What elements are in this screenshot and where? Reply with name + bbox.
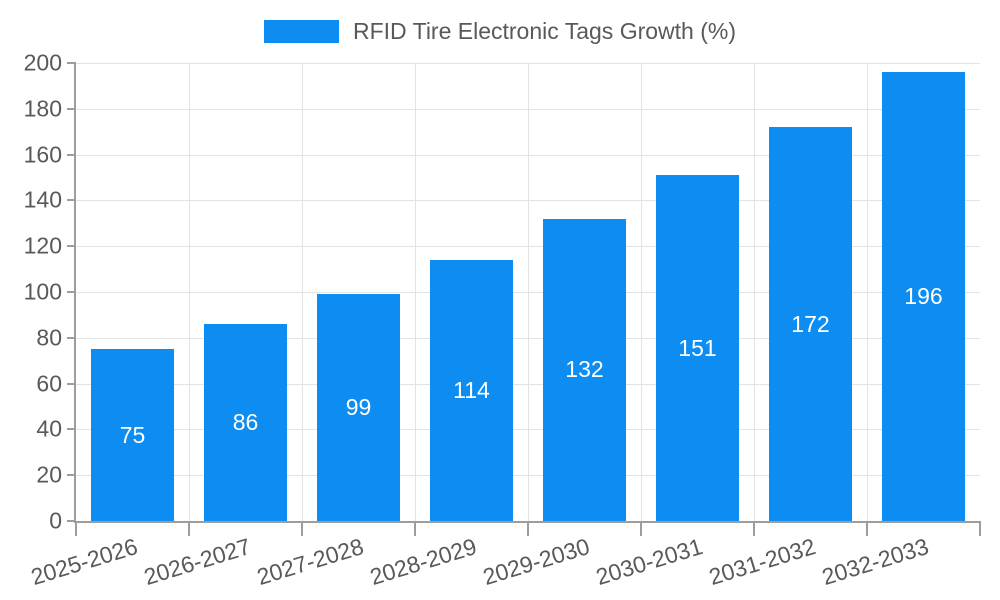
- gridline-vertical: [302, 63, 303, 521]
- x-axis-tick: [640, 521, 642, 536]
- bar-value-label: 114: [453, 376, 490, 403]
- y-axis-tick: [67, 107, 76, 110]
- bar-cell: 151: [641, 63, 754, 521]
- y-axis-tick-label: 100: [23, 278, 62, 305]
- x-axis-tick: [866, 521, 868, 536]
- y-axis-tick: [67, 428, 76, 431]
- bar: 151: [655, 175, 740, 521]
- bar: 99: [316, 294, 401, 521]
- bar: 75: [90, 349, 175, 521]
- bar-value-label: 132: [565, 356, 604, 383]
- x-axis-tick-label: 2026-2027: [140, 533, 254, 591]
- x-axis-tick-label: 2031-2032: [705, 533, 819, 591]
- x-axis-tick-label: 2027-2028: [253, 533, 367, 591]
- y-axis-tick: [67, 153, 76, 156]
- gridline-vertical: [528, 63, 529, 521]
- bar: 86: [203, 324, 288, 521]
- bar-value-label: 151: [678, 334, 717, 361]
- y-axis-tick-label: 160: [23, 141, 62, 168]
- bar-value-label: 196: [904, 283, 943, 310]
- y-axis-tick-label: 120: [23, 232, 62, 259]
- y-axis-tick-label: 20: [36, 461, 62, 488]
- y-axis-tick-label: 200: [23, 49, 62, 76]
- bar-cell: 132: [528, 63, 641, 521]
- bar-cell: 196: [867, 63, 980, 521]
- y-axis-tick-label: 0: [49, 507, 62, 534]
- bar-cell: 75: [76, 63, 189, 521]
- y-axis-tick-label: 80: [36, 324, 62, 351]
- bars-container: 75 86 99 114 132 151 172 196: [76, 63, 980, 521]
- gridline-vertical: [754, 63, 755, 521]
- bar: 114: [429, 259, 514, 521]
- y-axis-tick: [67, 474, 76, 477]
- y-axis-tick-label: 40: [36, 415, 62, 442]
- y-axis-tick: [67, 382, 76, 385]
- gridline-vertical: [641, 63, 642, 521]
- y-axis-tick: [67, 336, 76, 339]
- bar-value-label: 75: [119, 421, 146, 448]
- x-axis-tick: [753, 521, 755, 536]
- legend: RFID Tire Electronic Tags Growth (%): [0, 18, 1000, 45]
- bar-value-label: 99: [345, 394, 372, 421]
- bar-cell: 172: [754, 63, 867, 521]
- y-axis-tick: [67, 62, 76, 64]
- x-axis-tick: [979, 521, 981, 536]
- bar-cell: 99: [302, 63, 415, 521]
- legend-label: RFID Tire Electronic Tags Growth (%): [352, 18, 736, 44]
- bar-value-label: 172: [791, 310, 830, 337]
- y-axis-tick-label: 60: [36, 370, 62, 397]
- bar-cell: 114: [415, 63, 528, 521]
- x-axis-tick: [414, 521, 416, 536]
- y-axis-tick: [67, 520, 76, 522]
- bar-cell: 86: [189, 63, 302, 521]
- bar: 172: [768, 127, 853, 521]
- x-axis-tick: [527, 521, 529, 536]
- x-axis-tick-label: 2030-2031: [592, 533, 706, 591]
- y-axis-tick: [67, 291, 76, 293]
- y-axis-tick: [67, 199, 76, 202]
- y-axis-tick: [67, 245, 76, 248]
- gridline-vertical: [189, 63, 190, 521]
- x-axis-tick-label: 2028-2029: [366, 533, 480, 591]
- bar: 132: [542, 218, 627, 521]
- y-axis-tick-label: 140: [23, 186, 62, 213]
- bar: 196: [881, 72, 966, 521]
- x-axis-tick: [301, 521, 303, 536]
- x-axis-tick: [188, 521, 190, 536]
- bar-value-label: 86: [232, 409, 259, 436]
- gridline-vertical: [867, 63, 868, 521]
- plot-area: 75 86 99 114 132 151 172 196 0 20 40 60 80 100 120 140 1…: [24, 50, 981, 590]
- x-axis-tick-label: 2032-2033: [818, 533, 932, 591]
- legend-color-swatch: [263, 20, 339, 43]
- x-axis-tick-label: 2025-2026: [27, 533, 141, 591]
- gridline-vertical: [415, 63, 416, 521]
- x-axis-tick: [75, 521, 77, 536]
- x-axis-tick-label: 2029-2030: [479, 533, 593, 591]
- y-axis-tick-label: 180: [23, 95, 62, 122]
